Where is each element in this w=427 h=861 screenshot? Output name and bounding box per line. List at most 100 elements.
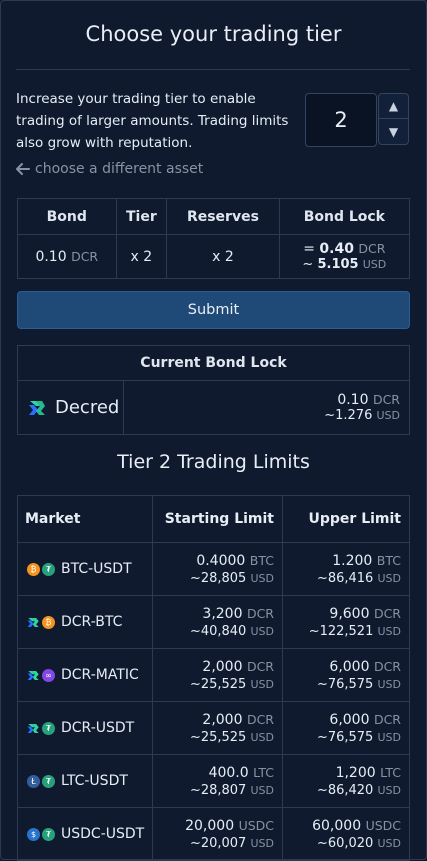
increment-button[interactable]: ▲ [378, 93, 409, 119]
upper-limit-cell: 1,200 LTC ~86,420 USD [282, 754, 410, 808]
bond-value: 0.10 [35, 248, 67, 265]
market-cell: ₿ ₮ BTC-USDT [17, 542, 153, 596]
upper-usd: ~60,020 [316, 835, 374, 851]
table-row: Ł ₮ LTC-USDT 400.0 LTC ~28,807 USD 1,200 L… [17, 754, 410, 808]
dcr-icon [27, 616, 40, 629]
lock-unit: DCR [358, 240, 386, 256]
upper-usd-unit: USD [377, 571, 401, 585]
upper-unit: BTC [376, 552, 401, 568]
decrement-button[interactable]: ▼ [378, 119, 409, 145]
upper-unit: DCR [373, 658, 401, 674]
upper-value: 9,600 [329, 605, 370, 622]
market-cell: ₮ DCR-USDT [17, 701, 153, 755]
upper-usd: ~76,575 [316, 729, 374, 745]
start-value: 2,000 [202, 711, 243, 728]
lock-usd-unit: USD [362, 257, 387, 271]
upper-unit: DCR [373, 711, 401, 727]
start-usd: ~25,525 [189, 676, 247, 692]
starting-limit-cell: 20,000 USDC ~20,007 USD [152, 807, 283, 861]
market-cell: ∞ DCR-MATIC [17, 648, 153, 702]
market-cell: ₿ DCR-BTC [17, 595, 153, 649]
start-unit: BTC [249, 552, 274, 568]
intro-text: Increase your trading tier to enable tra… [16, 91, 289, 151]
start-value: 0.4000 [196, 552, 246, 569]
upper-usd: ~122,521 [308, 623, 374, 639]
upper-value: 60,000 [312, 817, 362, 834]
table-row: ₮ DCR-USDT 2,000 DCR ~25,525 USD 6,000 DC… [17, 701, 410, 755]
btc-icon: ₿ [42, 615, 55, 629]
header-upper-limit: Upper Limit [282, 495, 410, 543]
start-unit: DCR [246, 658, 274, 674]
usdt-icon: ₮ [42, 774, 55, 788]
bond-unit: DCR [71, 248, 99, 264]
dcr-icon [27, 669, 40, 682]
market-name: DCR-MATIC [61, 667, 139, 683]
upper-value: 1.200 [332, 552, 373, 569]
starting-limit-cell: 0.4000 BTC ~28,805 USD [152, 542, 283, 596]
upper-usd: ~86,416 [316, 570, 374, 586]
chevron-up-icon: ▲ [388, 99, 399, 113]
lock-value: 0.40 [319, 240, 354, 257]
current-lock-unit: DCR [372, 391, 400, 407]
header-bond: Bond [17, 198, 117, 235]
upper-usd-unit: USD [377, 730, 401, 744]
start-unit: LTC [253, 764, 274, 780]
start-usd: ~28,805 [189, 570, 247, 586]
table-row: $ ₮ USDC-USDT 20,000 USDC ~20,007 USD 60,0… [17, 807, 410, 861]
upper-unit: LTC [380, 764, 401, 780]
start-value: 2,000 [202, 658, 243, 675]
btc-icon: ₿ [27, 562, 40, 576]
usdt-icon: ₮ [42, 562, 55, 576]
header-starting-limit: Starting Limit [152, 495, 283, 543]
limits-title: Tier 2 Trading Limits [117, 451, 310, 473]
start-value: 3,200 [202, 605, 243, 622]
start-usd: ~28,807 [189, 782, 247, 798]
asset-cell: Decred [17, 380, 124, 435]
market-name: DCR-BTC [61, 614, 123, 630]
start-value: 400.0 [208, 764, 249, 781]
current-lock-value: 0.10 [337, 391, 369, 408]
usdc-icon: $ [27, 827, 40, 841]
lock-prefix: = [303, 240, 315, 257]
decred-icon [29, 400, 45, 415]
ltc-icon: Ł [27, 774, 40, 788]
start-usd-unit: USD [250, 571, 274, 585]
start-usd-unit: USD [250, 730, 274, 744]
upper-unit: USDC [365, 817, 401, 833]
submit-button[interactable]: Submit [17, 291, 410, 329]
header-reserves: Reserves [166, 198, 280, 235]
header-bond-lock: Bond Lock [278, 198, 411, 235]
start-unit: DCR [246, 605, 274, 621]
back-link[interactable]: choose a different asset [16, 161, 203, 177]
page-title: Choose your trading tier [85, 22, 342, 46]
upper-usd-unit: USD [377, 624, 401, 638]
market-cell: Ł ₮ LTC-USDT [17, 754, 153, 808]
usdt-icon: ₮ [42, 827, 55, 841]
lock-usd-value: 5.105 [317, 256, 359, 272]
start-usd-unit: USD [250, 836, 274, 850]
start-unit: DCR [246, 711, 274, 727]
upper-usd-unit: USD [377, 836, 401, 850]
lock-usd-prefix: ~ [302, 256, 314, 272]
starting-limit-cell: 2,000 DCR ~25,525 USD [152, 701, 283, 755]
start-usd-unit: USD [250, 677, 274, 691]
start-usd-unit: USD [250, 624, 274, 638]
tier-input[interactable]: 2 [305, 93, 377, 147]
upper-usd-unit: USD [377, 783, 401, 797]
table-row: ₿ DCR-BTC 3,200 DCR ~40,840 USD 9,600 DCR… [17, 595, 410, 649]
tier-cell: x 2 [115, 234, 168, 279]
market-cell: $ ₮ USDC-USDT [17, 807, 153, 861]
bond-lock-cell: = 0.40 DCR ~ 5.105 USD [278, 234, 411, 279]
header-market: Market [17, 495, 153, 543]
start-usd: ~40,840 [189, 623, 247, 639]
upper-unit: DCR [373, 605, 401, 621]
chevron-down-icon: ▼ [388, 124, 399, 139]
current-bond-lock-header: Current Bond Lock [17, 345, 410, 381]
divider [16, 69, 410, 70]
start-value: 20,000 [185, 817, 235, 834]
asset-name: Decred [55, 397, 120, 418]
upper-value: 1,200 [335, 764, 376, 781]
start-usd-unit: USD [250, 783, 274, 797]
current-bond-lock-table: Current Bond Lock Decred 0.10 DCR ~1.276… [17, 345, 410, 435]
start-usd: ~20,007 [189, 835, 247, 851]
